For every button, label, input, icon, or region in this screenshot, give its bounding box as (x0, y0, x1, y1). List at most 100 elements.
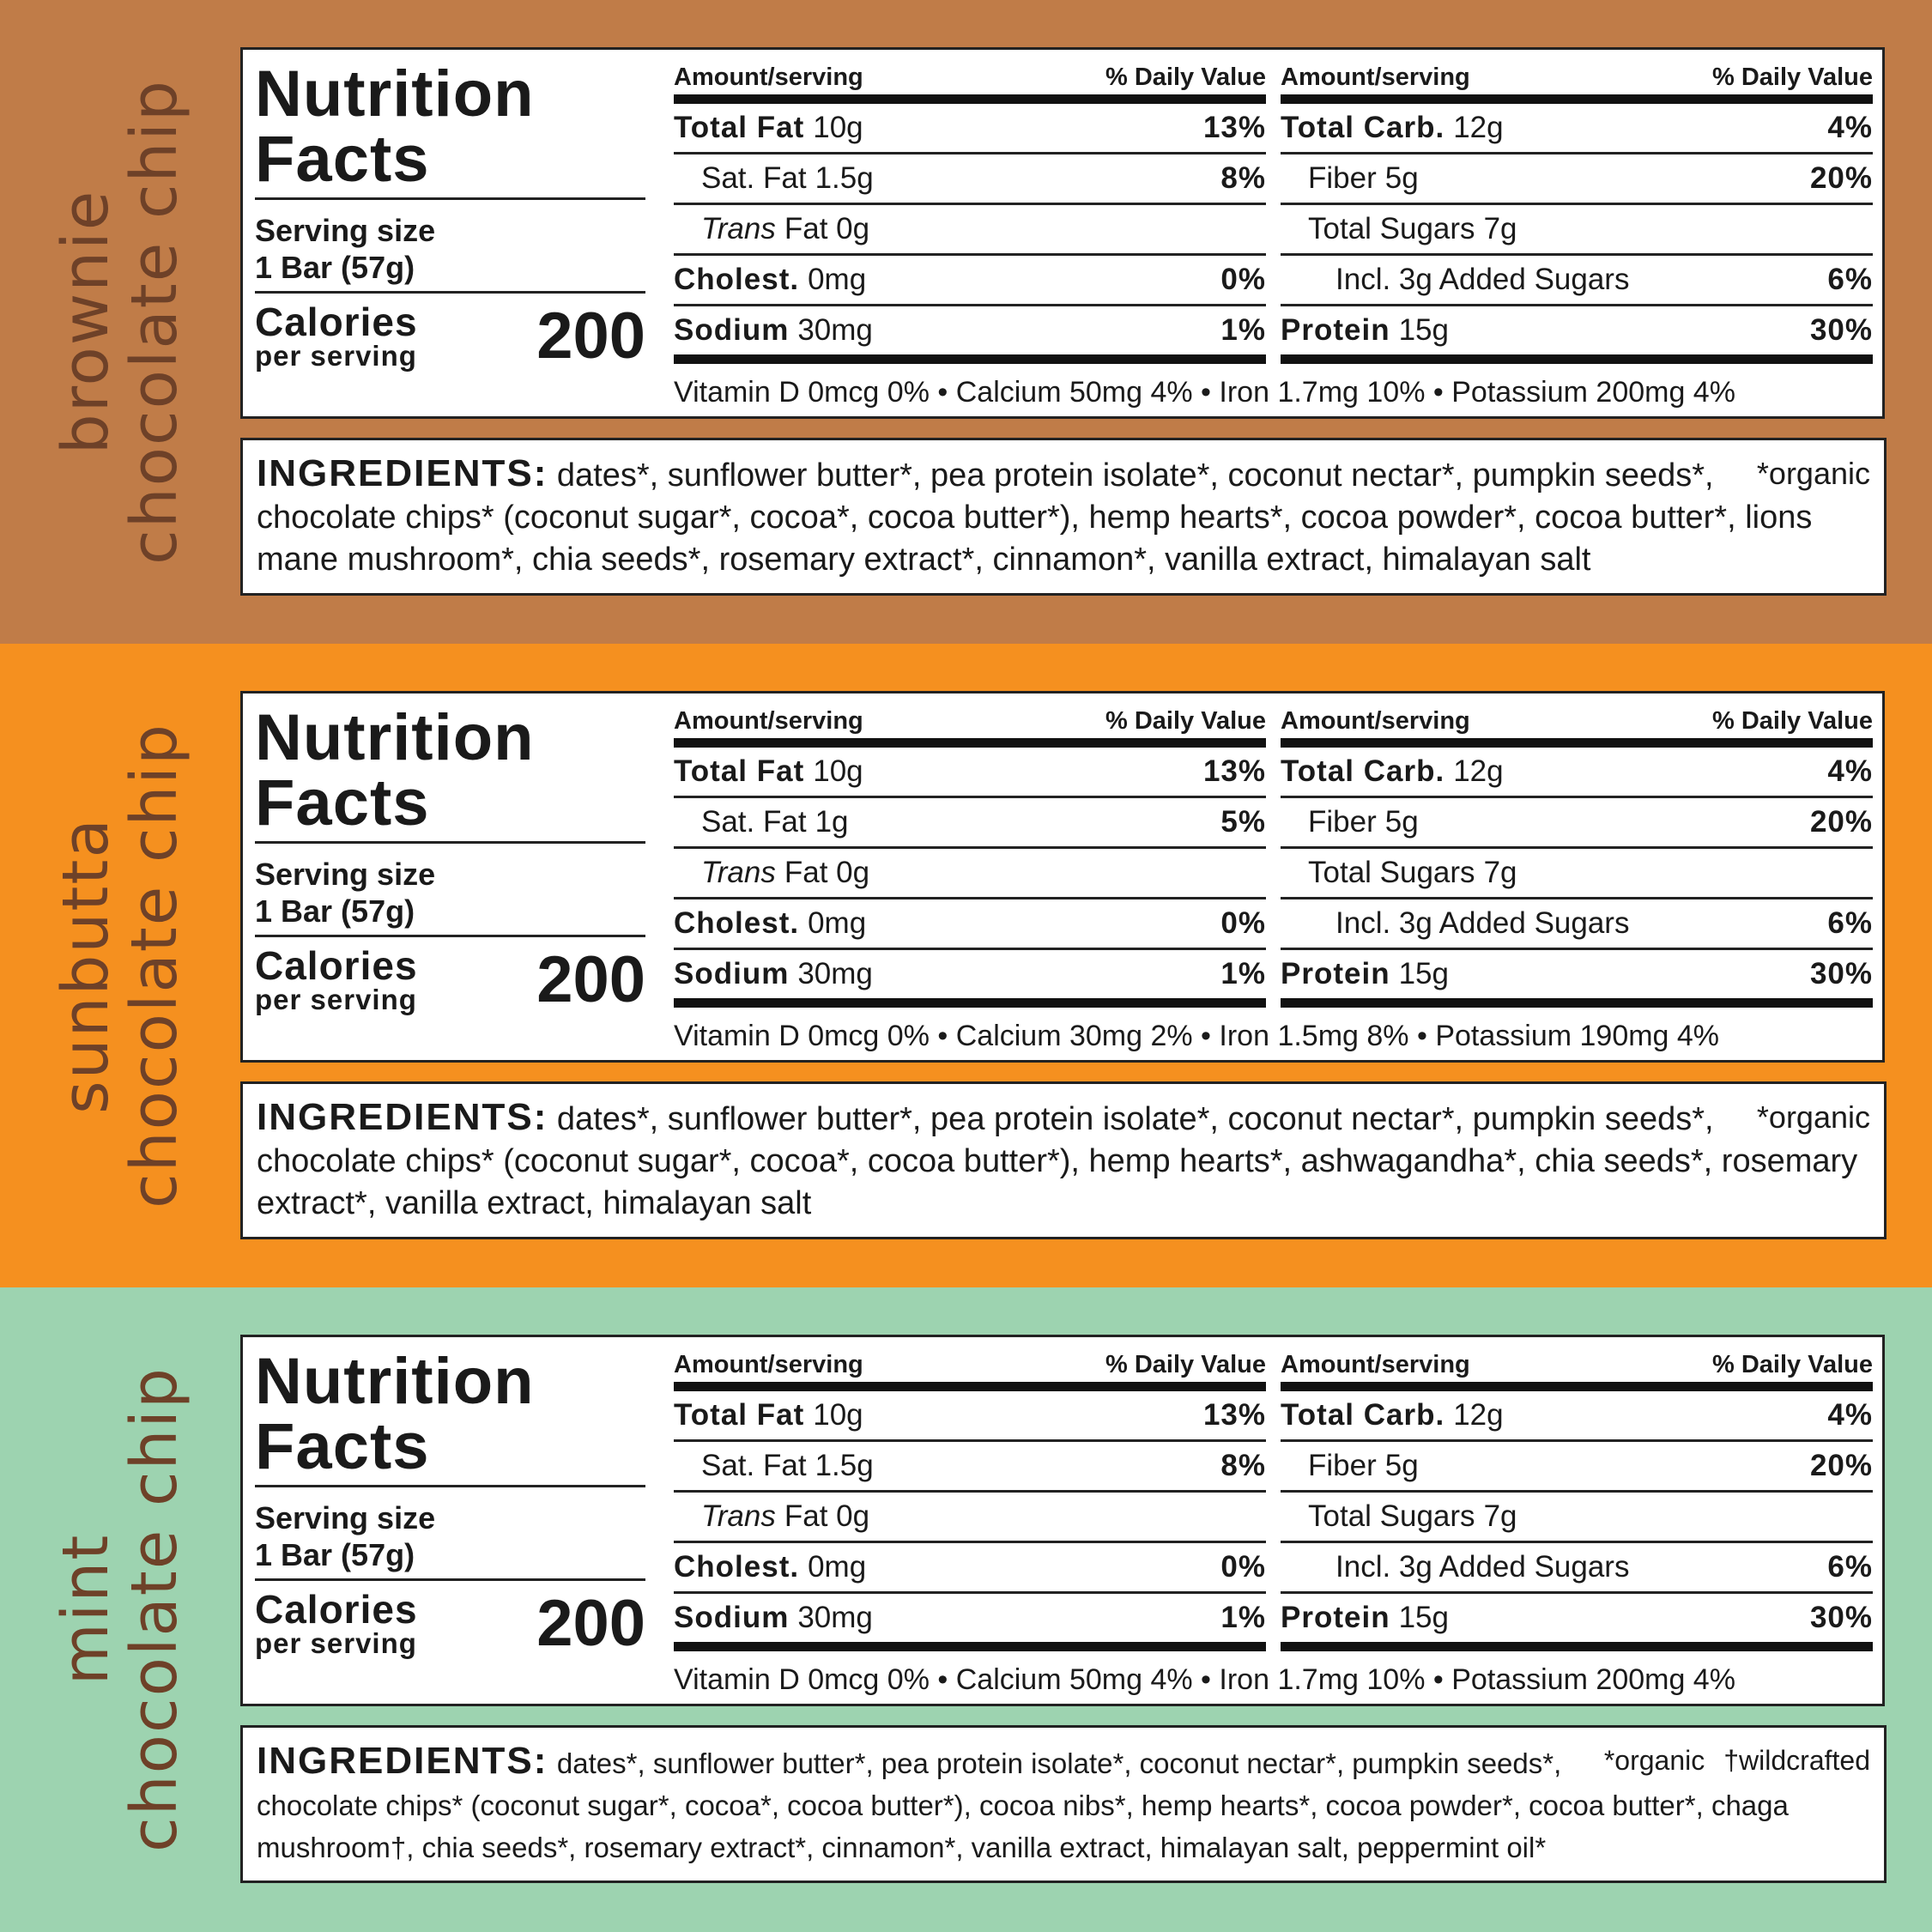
serving-value: 1 Bar (57g) (255, 250, 415, 285)
product-panel: sunbutta chocolate chip Nutrition Facts Ser… (0, 644, 1932, 1287)
serving: Serving size 1 Bar (57g) (255, 844, 645, 937)
product-name: mint chocolate chip (49, 1309, 191, 1910)
nutrient-row: Total Sugars 7g (1281, 1493, 1873, 1543)
ingredients-note: †wildcrafted (1723, 1745, 1870, 1776)
daily-value: 6% (1827, 906, 1873, 940)
nutrient-label: Incl. 3g Added Sugars (1335, 1550, 1630, 1584)
nutrient-amount: 5g (1384, 805, 1419, 839)
nutrient-amount: Fat 0g (784, 1499, 870, 1533)
nutrient-row: Sodium 30mg 1% (674, 306, 1266, 364)
nutrient-label: Total Carb. (1281, 111, 1445, 144)
header-cell: Amount/serving (674, 1351, 863, 1378)
gap (548, 457, 557, 494)
nutrient-amount: 15g (1398, 1601, 1449, 1634)
nutrient-table: Amount/serving % Daily Value Total Fat 10g 1… (674, 1348, 1266, 1651)
calories: Calories per serving 200 (255, 937, 645, 1017)
ingredients-text: dates*, sunflower butter*, pea protein i… (257, 457, 1813, 578)
table-header: Amount/serving % Daily Value (1281, 704, 1873, 748)
daily-value: 13% (1202, 111, 1266, 144)
nutrient-label: Total Carb. (1281, 1398, 1445, 1432)
nutrient-amount: Fat 0g (784, 856, 870, 889)
product-name-line: chocolate chip (118, 723, 191, 1208)
ingredients: *organic INGREDIENTS: dates*, sunflower b… (240, 438, 1887, 596)
serving: Serving size 1 Bar (57g) (255, 200, 645, 294)
nutrient-row: Total Sugars 7g (1281, 849, 1873, 899)
nutrient-amount: 12g (1453, 1398, 1504, 1432)
nutrition-summary: Nutrition Facts Serving size 1 Bar (57g) Ca… (255, 706, 645, 1017)
nutrient-label: Total Sugars (1308, 856, 1475, 889)
ingredients-text: dates*, sunflower butter*, pea protein i… (257, 1101, 1858, 1221)
ingredients: †wildcrafted *organic INGREDIENTS: dates*,… (240, 1725, 1887, 1883)
nutrient-amount: 1g (815, 805, 849, 839)
header-cell: % Daily Value (1712, 64, 1873, 91)
nutrient-label: Total Fat (674, 111, 805, 144)
header-cell: Amount/serving (674, 707, 863, 735)
daily-value: 20% (1809, 1449, 1873, 1482)
nutrient-amount: 7g (1483, 212, 1517, 245)
daily-value: 20% (1809, 161, 1873, 195)
nutrient-label: Total Sugars (1308, 1499, 1475, 1533)
serving-label: Serving size (255, 213, 436, 248)
nutrient-amount: 12g (1453, 111, 1504, 144)
table-header: Amount/serving % Daily Value (1281, 1348, 1873, 1391)
daily-value: 0% (1220, 263, 1266, 296)
daily-value: 13% (1202, 754, 1266, 788)
ingredients-text: dates*, sunflower butter*, pea protein i… (257, 1747, 1789, 1863)
calories-label: Calories (255, 299, 418, 344)
nutrient-amount: 10g (813, 754, 863, 788)
nutrient-label: Trans (701, 1499, 776, 1533)
nutrient-row: Protein 15g 30% (1281, 1594, 1873, 1651)
ingredients-note: *organic (1756, 1099, 1870, 1135)
calories-value: 200 (536, 1587, 645, 1660)
nutrient-row: Protein 15g 30% (1281, 950, 1873, 1008)
nutrient-row: Cholest. 0mg 0% (674, 1543, 1266, 1594)
product-panel: brownie chocolate chip Nutrition Facts Serv… (0, 0, 1932, 644)
nutrient-label: Fiber (1308, 161, 1377, 195)
nutrient-row: Fiber 5g 20% (1281, 154, 1873, 205)
gap (548, 1745, 557, 1781)
nutrient-row: Protein 15g 30% (1281, 306, 1873, 364)
nutrient-amount: 10g (813, 111, 863, 144)
ingredients-heading: INGREDIENTS: (257, 1740, 548, 1782)
nutrition-title: Nutrition Facts (255, 62, 645, 200)
nutrient-row: Fiber 5g 20% (1281, 1442, 1873, 1493)
calories-labels: Calories per serving (255, 1590, 418, 1658)
nutrient-label: Sat. Fat (701, 161, 807, 195)
nutrition-title: Nutrition Facts (255, 1349, 645, 1487)
nutrient-row: Total Carb. 12g 4% (1281, 104, 1873, 154)
nutrient-label: Fiber (1308, 1449, 1377, 1482)
nutrient-row: Incl. 3g Added Sugars 6% (1281, 899, 1873, 950)
serving-label: Serving size (255, 1500, 436, 1535)
nutrient-row: Sat. Fat 1.5g 8% (674, 154, 1266, 205)
nutrient-amount: 7g (1483, 856, 1517, 889)
ingredients: *organic INGREDIENTS: dates*, sunflower b… (240, 1081, 1887, 1239)
product-name: sunbutta chocolate chip (49, 665, 191, 1266)
nutrient-amount: Fat 0g (784, 212, 870, 245)
daily-value: 8% (1220, 161, 1266, 195)
nutrient-row: Cholest. 0mg 0% (674, 256, 1266, 306)
header-cell: % Daily Value (1712, 707, 1873, 735)
serving-value: 1 Bar (57g) (255, 1537, 415, 1572)
nutrient-label: Sat. Fat (701, 1449, 807, 1482)
nutrient-row: Total Fat 10g 13% (674, 1391, 1266, 1442)
nutrient-row: Sodium 30mg 1% (674, 1594, 1266, 1651)
calories-sub: per serving (255, 1626, 417, 1659)
calories-sub: per serving (255, 983, 417, 1015)
daily-value: 13% (1202, 1398, 1266, 1432)
calories-labels: Calories per serving (255, 946, 418, 1014)
calories-value: 200 (536, 300, 645, 372)
nutrient-row: Sat. Fat 1.5g 8% (674, 1442, 1266, 1493)
nutrient-amount: 7g (1483, 1499, 1517, 1533)
nutrient-amount: 12g (1453, 754, 1504, 788)
daily-value: 8% (1220, 1449, 1266, 1482)
ingredients-heading: INGREDIENTS: (257, 1096, 548, 1138)
daily-value: 1% (1220, 957, 1266, 990)
ingredients-note: *organic (1603, 1745, 1705, 1776)
nutrient-row: Incl. 3g Added Sugars 6% (1281, 1543, 1873, 1594)
daily-value: 4% (1827, 1398, 1873, 1432)
daily-value: 5% (1220, 805, 1266, 839)
nutrient-label: Cholest. (674, 263, 800, 296)
ingredients-heading: INGREDIENTS: (257, 452, 548, 494)
